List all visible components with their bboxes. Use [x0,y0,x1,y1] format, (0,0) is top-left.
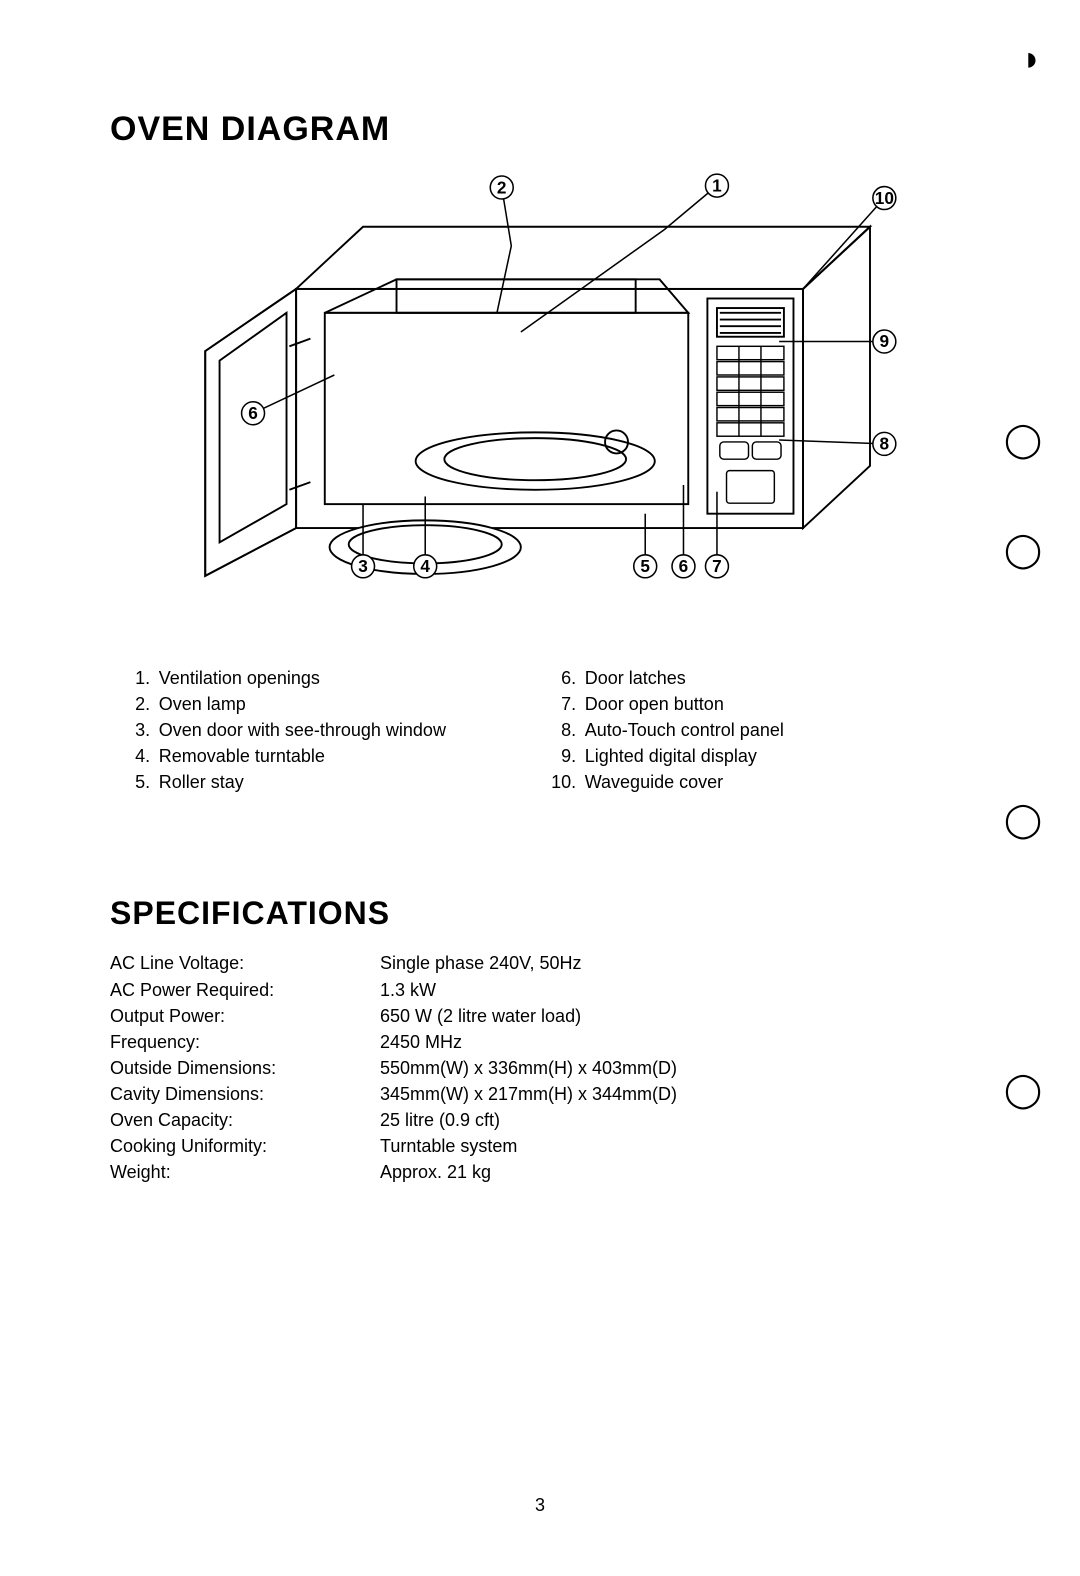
binder-hole-icon: ◗ [1021,40,1042,79]
oven-diagram-title: OVEN DIAGRAM [110,110,970,149]
legend-col-right: Door latches Door open button Auto-Touch… [556,665,784,795]
legend-item: Oven lamp [155,691,446,717]
spec-row: Output Power:650 W (2 litre water load) [110,1003,970,1029]
spec-row: Frequency:2450 MHz [110,1029,970,1055]
spec-label: Weight: [110,1159,380,1185]
spec-label: AC Power Required: [110,977,380,1003]
svg-text:6: 6 [248,403,258,423]
diagram-legend: Ventilation openings Oven lamp Oven door… [130,665,970,795]
spec-value: 25 litre (0.9 cft) [380,1107,500,1133]
legend-item: Ventilation openings [155,665,446,691]
spec-value: 650 W (2 litre water load) [380,1003,581,1029]
svg-text:5: 5 [640,556,650,576]
spec-label: Output Power: [110,1003,380,1029]
spec-row: Oven Capacity:25 litre (0.9 cft) [110,1107,970,1133]
svg-text:9: 9 [880,331,890,351]
spec-value: 550mm(W) x 336mm(H) x 403mm(D) [380,1055,677,1081]
spec-row: Cooking Uniformity:Turntable system [110,1133,970,1159]
legend-col-left: Ventilation openings Oven lamp Oven door… [130,665,446,795]
legend-item: Auto-Touch control panel [581,717,784,743]
binder-hole-icon: ◯ [1004,530,1042,570]
binder-hole-icon: ◯ [1004,420,1042,460]
spec-label: Outside Dimensions: [110,1055,380,1081]
spec-row: Weight:Approx. 21 kg [110,1159,970,1185]
spec-row: AC Line Voltage:Single phase 240V, 50Hz [110,950,970,976]
svg-text:7: 7 [712,556,722,576]
spec-row: Cavity Dimensions:345mm(W) x 217mm(H) x … [110,1081,970,1107]
oven-diagram: 1 2 3 4 5 6 6 7 8 9 10 [130,155,950,595]
svg-text:1: 1 [712,175,722,195]
spec-label: Oven Capacity: [110,1107,380,1133]
legend-item: Roller stay [155,769,446,795]
spec-row: AC Power Required:1.3 kW [110,977,970,1003]
spec-value: Single phase 240V, 50Hz [380,950,582,976]
spec-value: Approx. 21 kg [380,1159,491,1185]
svg-text:4: 4 [420,556,430,576]
spec-value: 1.3 kW [380,977,436,1003]
specifications-title: SPECIFICATIONS [110,895,970,932]
spec-value: 2450 MHz [380,1029,462,1055]
legend-item: Waveguide cover [581,769,784,795]
svg-text:2: 2 [497,177,507,197]
spec-row: Outside Dimensions:550mm(W) x 336mm(H) x… [110,1055,970,1081]
svg-text:8: 8 [880,434,890,454]
legend-item: Door open button [581,691,784,717]
binder-hole-icon: ◯ [1004,1070,1042,1110]
spec-label: Cooking Uniformity: [110,1133,380,1159]
oven-diagram-svg: 1 2 3 4 5 6 6 7 8 9 10 [130,155,950,595]
legend-item: Oven door with see-through window [155,717,446,743]
spec-value: 345mm(W) x 217mm(H) x 344mm(D) [380,1081,677,1107]
spec-label: Frequency: [110,1029,380,1055]
spec-value: Turntable system [380,1133,517,1159]
legend-item: Removable turntable [155,743,446,769]
specifications-table: AC Line Voltage:Single phase 240V, 50HzA… [110,950,970,1185]
svg-text:6: 6 [679,556,689,576]
manual-page: OVEN DIAGRAM [0,0,1080,1576]
legend-item: Lighted digital display [581,743,784,769]
legend-item: Door latches [581,665,784,691]
spec-label: Cavity Dimensions: [110,1081,380,1107]
svg-text:3: 3 [358,556,368,576]
binder-hole-icon: ◯ [1004,800,1042,840]
svg-text:10: 10 [875,188,894,208]
page-number: 3 [535,1495,545,1516]
spec-label: AC Line Voltage: [110,950,380,976]
